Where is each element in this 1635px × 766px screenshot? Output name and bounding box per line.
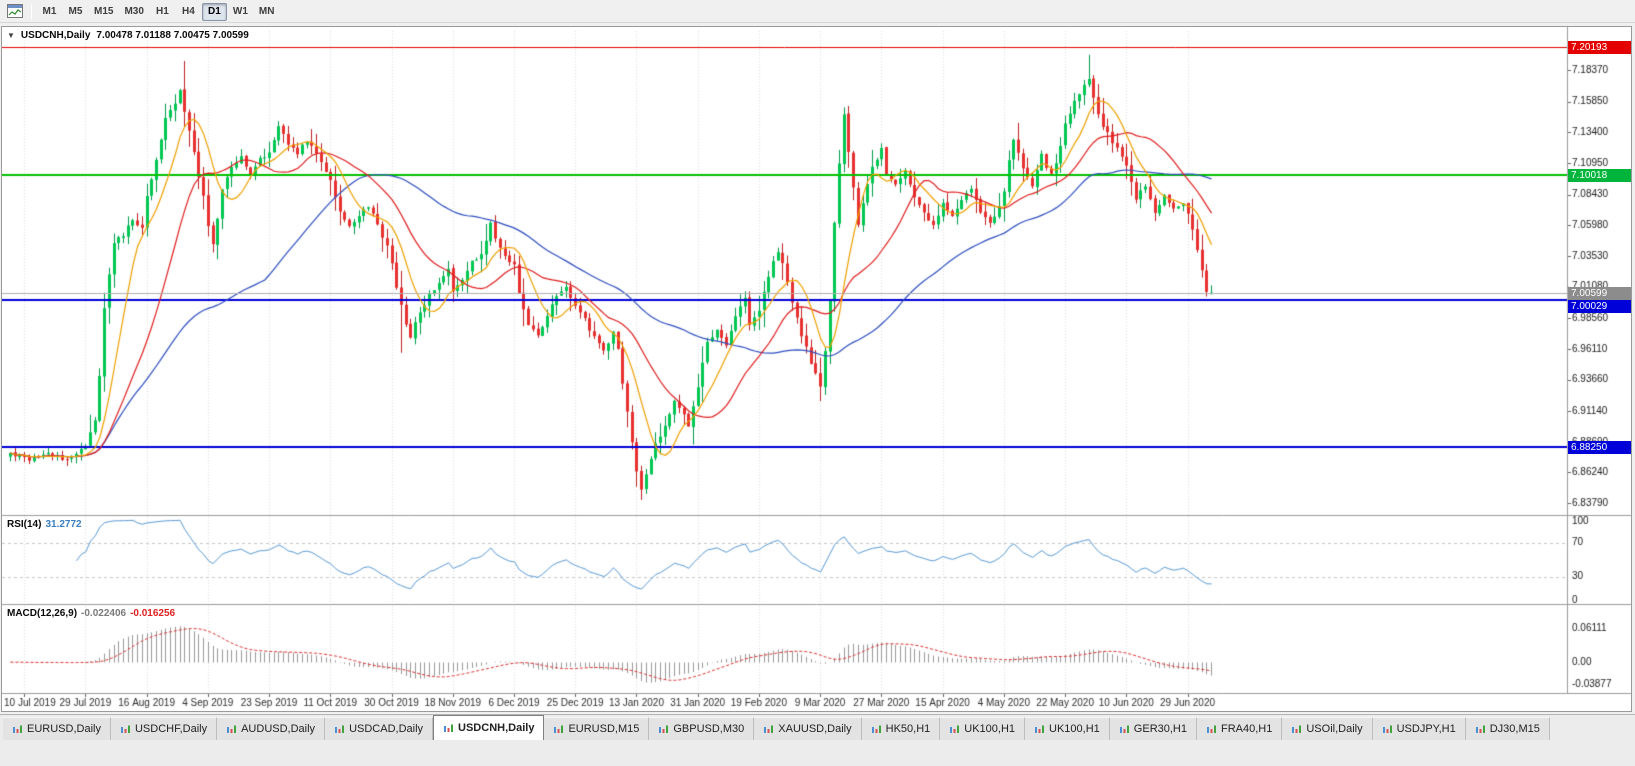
timeframe-button-mn[interactable]: MN: [258, 6, 275, 18]
chart-tab-audusd-daily[interactable]: AUDUSD,Daily: [217, 717, 326, 740]
chart-window-icon[interactable]: [4, 2, 26, 20]
chart-tab-uk100-h1[interactable]: UK100,H1: [1025, 717, 1110, 740]
price-tag-6-88250[interactable]: 6.88250: [1568, 441, 1631, 454]
rsi-name: RSI(14): [7, 519, 42, 530]
macd-main-value: -0.022406: [81, 608, 127, 619]
toolbar-separator: [31, 3, 32, 19]
mini-chart-icon: [1119, 724, 1130, 735]
rsi-indicator-label: RSI(14) 31.2772: [7, 519, 82, 530]
chart-tab-label: FRA40,H1: [1221, 723, 1273, 735]
chart-tab-usdchf-daily[interactable]: USDCHF,Daily: [110, 717, 218, 740]
price-tag-7-00599: 7.00599: [1568, 287, 1631, 300]
chart-tab-xauusd-daily[interactable]: XAUUSD,Daily: [754, 717, 862, 740]
chart-tab-label: HK50,H1: [885, 723, 931, 735]
chart-tab-usoil-daily[interactable]: USOil,Daily: [1282, 717, 1373, 740]
timeframe-toolbar: M1 M5 M15 M30 H1 H4 D1 W1 MN: [0, 0, 1635, 23]
chart-readout: ▼ USDCNH,Daily 7.00478 7.01188 7.00475 7…: [7, 30, 249, 41]
timeframe-button-m1[interactable]: M1: [42, 6, 57, 18]
chart-tabs-row: EURUSD,Daily USDCHF,Daily AUDUSD,Daily USDC…: [0, 715, 1635, 740]
chart-tab-label: USDJPY,H1: [1396, 723, 1456, 735]
price-tag-7-20193[interactable]: 7.20193: [1568, 41, 1631, 54]
collapse-triangle-icon[interactable]: ▼: [7, 31, 15, 40]
mini-chart-icon: [1034, 724, 1045, 735]
chart-tab-ger30-h1[interactable]: GER30,H1: [1109, 717, 1197, 740]
mini-chart-icon: [763, 724, 774, 735]
chart-tab-label: UK100,H1: [964, 723, 1016, 735]
mini-chart-icon: [553, 724, 564, 735]
chart-tab-usdcnh-daily[interactable]: USDCNH,Daily: [433, 715, 545, 740]
macd-name: MACD(12,26,9): [7, 608, 78, 619]
chart-tab-label: EURUSD,M15: [568, 723, 640, 735]
chart-tab-label: USDCHF,Daily: [134, 723, 208, 735]
rsi-value: 31.2772: [45, 519, 82, 530]
mini-chart-icon: [443, 723, 454, 734]
mini-chart-icon: [1206, 724, 1217, 735]
macd-indicator-label: MACD(12,26,9) -0.022406 -0.016256: [7, 608, 175, 619]
mini-chart-icon: [949, 724, 960, 735]
chart-tab-fra40-h1[interactable]: FRA40,H1: [1197, 717, 1283, 740]
chart-tab-eurusd-daily[interactable]: EURUSD,Daily: [3, 717, 111, 740]
mini-chart-icon: [1291, 724, 1302, 735]
chart-tab-eurusd-m15[interactable]: EURUSD,M15: [544, 717, 650, 740]
mini-chart-icon: [1382, 724, 1393, 735]
timeframe-buttons-group: M1 M5 M15 M30 H1 H4 D1 W1 MN: [37, 1, 280, 21]
price-tag-7-10018[interactable]: 7.10018: [1568, 169, 1631, 182]
price-tag-7-00029[interactable]: 7.00029: [1568, 300, 1631, 313]
chart-tab-dj30-m15[interactable]: DJ30,M15: [1465, 717, 1550, 740]
chart-tab-hk50-h1[interactable]: HK50,H1: [861, 717, 941, 740]
chart-tab-bar: EURUSD,Daily USDCHF,Daily AUDUSD,Daily USDC…: [0, 714, 1635, 766]
chart-tab-label: USOil,Daily: [1306, 723, 1363, 735]
chart-tab-label: XAUUSD,Daily: [778, 723, 852, 735]
chart-tab-label: USDCAD,Daily: [349, 723, 424, 735]
timeframe-button-d1[interactable]: D1: [201, 2, 227, 21]
mini-chart-icon: [226, 724, 237, 735]
chart-tab-label: USDCNH,Daily: [458, 722, 535, 734]
mini-chart-icon: [12, 724, 23, 735]
timeframe-button-m15[interactable]: M15: [94, 6, 114, 18]
ohlc-readout: 7.00478 7.01188 7.00475 7.00599: [96, 30, 249, 41]
chart-tab-label: GBPUSD,M30: [673, 723, 745, 735]
chart-tab-label: AUDUSD,Daily: [241, 723, 316, 735]
chart-tab-uk100-h1[interactable]: UK100,H1: [940, 717, 1026, 740]
chart-window: ▼ USDCNH,Daily 7.00478 7.01188 7.00475 7…: [1, 26, 1632, 712]
timeframe-button-m5[interactable]: M5: [68, 6, 83, 18]
chart-tab-gbpusd-m30[interactable]: GBPUSD,M30: [649, 717, 755, 740]
timeframe-button-m30[interactable]: M30: [124, 6, 144, 18]
chart-tab-usdjpy-h1[interactable]: USDJPY,H1: [1372, 717, 1466, 740]
mini-chart-icon: [871, 724, 882, 735]
mini-chart-icon: [334, 724, 345, 735]
macd-signal-value: -0.016256: [130, 608, 176, 619]
symbol-period-label: USDCNH,Daily: [20, 30, 91, 41]
chart-canvas[interactable]: [2, 27, 1631, 711]
mini-chart-icon: [658, 724, 669, 735]
chart-tab-label: EURUSD,Daily: [27, 723, 101, 735]
mini-chart-icon: [1475, 724, 1486, 735]
timeframe-button-h4[interactable]: H4: [182, 6, 195, 18]
chart-tab-label: DJ30,M15: [1489, 723, 1540, 735]
timeframe-button-w1[interactable]: W1: [232, 6, 248, 18]
chart-tab-label: GER30,H1: [1133, 723, 1187, 735]
mini-chart-icon: [120, 724, 131, 735]
chart-tab-label: UK100,H1: [1049, 723, 1100, 735]
timeframe-button-h1[interactable]: H1: [156, 6, 169, 18]
chart-tab-usdcad-daily[interactable]: USDCAD,Daily: [325, 717, 434, 740]
